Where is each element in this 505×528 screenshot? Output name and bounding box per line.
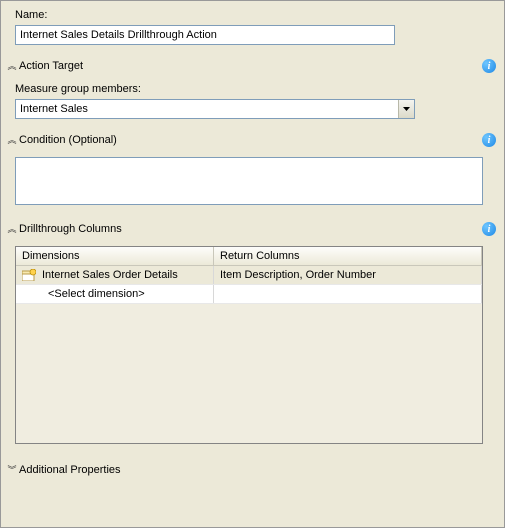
section-header-condition[interactable]: ︽ Condition (Optional) i bbox=[1, 129, 504, 151]
info-icon[interactable]: i bbox=[482, 133, 496, 147]
section-title-condition: Condition (Optional) bbox=[19, 134, 482, 146]
grid-cell-return[interactable] bbox=[214, 285, 482, 303]
grid-cell-dimension[interactable]: Internet Sales Order Details bbox=[16, 266, 214, 284]
section-body-drillthrough: Dimensions Return Columns Internet Sales… bbox=[1, 240, 504, 454]
grid-cell-placeholder-text: <Select dimension> bbox=[22, 288, 145, 300]
section-body-condition bbox=[1, 151, 504, 218]
section-header-drillthrough[interactable]: ︽ Drillthrough Columns i bbox=[1, 218, 504, 240]
measure-group-dropdown[interactable]: Internet Sales bbox=[15, 99, 415, 119]
drillthrough-grid: Dimensions Return Columns Internet Sales… bbox=[15, 246, 483, 444]
section-body-action-target: Measure group members: Internet Sales bbox=[1, 77, 504, 129]
measure-group-label: Measure group members: bbox=[15, 83, 490, 95]
collapse-icon: ︽ bbox=[5, 225, 17, 234]
grid-empty-area bbox=[16, 304, 482, 443]
dimension-icon bbox=[22, 269, 36, 281]
collapse-icon: ︽ bbox=[5, 62, 17, 71]
collapse-icon: ︽ bbox=[5, 136, 17, 145]
measure-group-value: Internet Sales bbox=[16, 103, 398, 115]
dropdown-button-icon[interactable] bbox=[398, 100, 414, 118]
section-header-action-target[interactable]: ︽ Action Target i bbox=[1, 55, 504, 77]
condition-textarea[interactable] bbox=[15, 157, 483, 205]
grid-cell-return-text: Item Description, Order Number bbox=[220, 269, 376, 281]
name-label: Name: bbox=[15, 9, 490, 21]
grid-cell-dimension-text: Internet Sales Order Details bbox=[42, 269, 178, 281]
grid-cell-dimension[interactable]: <Select dimension> bbox=[16, 285, 214, 303]
section-title-drillthrough: Drillthrough Columns bbox=[19, 223, 482, 235]
grid-row[interactable]: Internet Sales Order Details Item Descri… bbox=[16, 266, 482, 285]
name-input[interactable] bbox=[15, 25, 395, 45]
name-field-block: Name: bbox=[1, 1, 504, 55]
info-icon[interactable]: i bbox=[482, 222, 496, 236]
expand-icon: ︾ bbox=[5, 466, 17, 475]
grid-header-row: Dimensions Return Columns bbox=[16, 247, 482, 266]
grid-row[interactable]: <Select dimension> bbox=[16, 285, 482, 304]
action-editor-panel: Name: ︽ Action Target i Measure group me… bbox=[0, 0, 505, 528]
grid-header-dimensions[interactable]: Dimensions bbox=[16, 247, 214, 265]
section-title-action-target: Action Target bbox=[19, 60, 482, 72]
section-header-additional[interactable]: ︾ Additional Properties bbox=[1, 460, 504, 480]
grid-cell-return[interactable]: Item Description, Order Number bbox=[214, 266, 482, 284]
grid-header-return[interactable]: Return Columns bbox=[214, 247, 482, 265]
section-title-additional: Additional Properties bbox=[19, 464, 496, 476]
info-icon[interactable]: i bbox=[482, 59, 496, 73]
